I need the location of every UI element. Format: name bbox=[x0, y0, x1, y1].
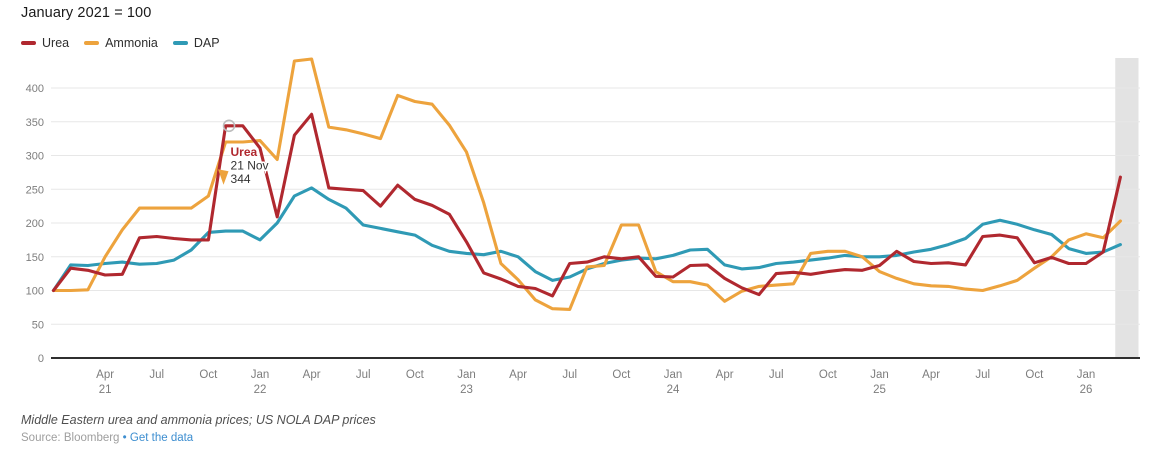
x-axis-label: Jan bbox=[1077, 369, 1096, 381]
x-axis-label: Oct bbox=[1025, 369, 1044, 381]
x-axis-label: Oct bbox=[612, 369, 631, 381]
y-axis-label: 200 bbox=[26, 218, 44, 230]
chart-legend: Urea Ammonia DAP bbox=[21, 36, 220, 50]
x-axis-label: Oct bbox=[406, 369, 425, 381]
x-axis-label: Jul bbox=[562, 369, 577, 381]
x-axis-label: Oct bbox=[199, 369, 218, 381]
annotation-date-label: 21 Nov bbox=[231, 158, 269, 172]
x-axis-label: Apr bbox=[509, 369, 527, 381]
y-axis-label: 400 bbox=[26, 83, 44, 95]
x-axis-label: Jul bbox=[769, 369, 784, 381]
x-axis-year-label: 22 bbox=[254, 384, 267, 396]
dap-swatch-icon bbox=[172, 40, 188, 46]
x-axis-label: Jan bbox=[870, 369, 889, 381]
x-axis-label: Apr bbox=[96, 369, 114, 381]
y-axis-label: 350 bbox=[26, 117, 44, 129]
source-line: Source: Bloomberg • Get the data bbox=[21, 432, 193, 444]
x-axis-label: Jul bbox=[975, 369, 990, 381]
get-the-data-link[interactable]: Get the data bbox=[129, 432, 194, 444]
x-axis-label: Jul bbox=[356, 369, 371, 381]
x-axis-label: Jan bbox=[664, 369, 683, 381]
source-name: Bloomberg bbox=[63, 432, 120, 444]
source-label: Source: bbox=[21, 432, 61, 444]
legend-item-ammonia: Ammonia bbox=[84, 36, 158, 50]
chart-title: January 2021 = 100 bbox=[21, 5, 152, 21]
x-axis-year-label: 23 bbox=[460, 384, 473, 396]
x-axis-label: Jan bbox=[251, 369, 270, 381]
source-separator: • bbox=[122, 432, 127, 444]
highlight-band bbox=[1115, 58, 1139, 358]
x-axis-year-label: 24 bbox=[667, 384, 680, 396]
y-axis-label: 0 bbox=[38, 353, 44, 365]
legend-label-dap: DAP bbox=[193, 36, 220, 50]
ammonia-line bbox=[51, 57, 1122, 311]
x-axis-year-label: 25 bbox=[873, 384, 886, 396]
x-axis-label: Jan bbox=[457, 369, 476, 381]
ammonia-swatch-icon bbox=[84, 40, 100, 46]
urea-swatch-icon bbox=[21, 40, 36, 46]
x-axis-year-label: 21 bbox=[99, 384, 112, 396]
y-axis-label: 50 bbox=[32, 319, 44, 331]
y-axis-label: 150 bbox=[26, 252, 44, 264]
x-axis-year-label: 26 bbox=[1080, 384, 1093, 396]
x-axis-label: Apr bbox=[303, 369, 321, 381]
legend-label-ammonia: Ammonia bbox=[105, 36, 158, 50]
chart-notes: Middle Eastern urea and ammonia prices; … bbox=[21, 413, 376, 427]
x-axis-label: Apr bbox=[716, 369, 734, 381]
legend-label-urea: Urea bbox=[42, 36, 70, 50]
legend-item-urea: Urea bbox=[21, 36, 69, 50]
y-axis-label: 250 bbox=[26, 184, 44, 196]
annotation-value-label: 344 bbox=[231, 172, 251, 186]
urea-line bbox=[51, 112, 1122, 298]
annotation-arrow-icon bbox=[218, 169, 229, 185]
annotation-point-marker bbox=[222, 119, 236, 133]
x-axis-label: Jul bbox=[149, 369, 164, 381]
x-axis-label: Apr bbox=[922, 369, 940, 381]
annotation-series-label: Urea bbox=[231, 145, 258, 159]
y-axis-label: 100 bbox=[26, 286, 44, 298]
x-axis-label: Oct bbox=[819, 369, 838, 381]
y-axis-label: 300 bbox=[26, 151, 44, 163]
legend-item-dap: DAP bbox=[172, 36, 220, 50]
